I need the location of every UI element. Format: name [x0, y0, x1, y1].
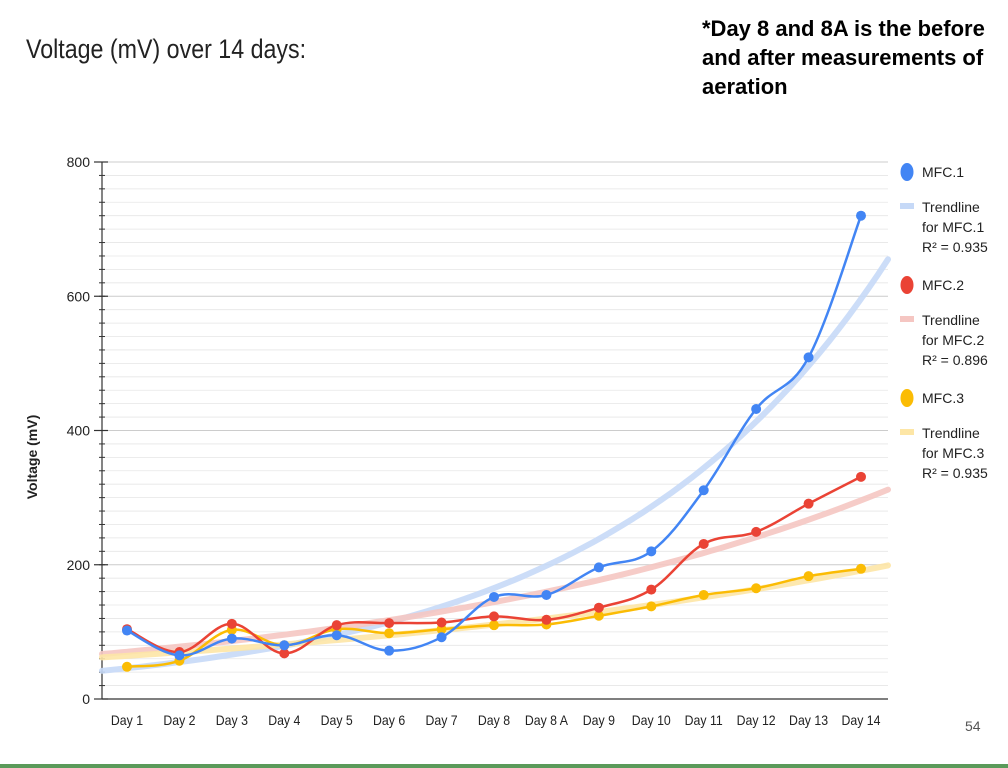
legend-trend-label: for MFC.1: [922, 219, 984, 235]
trendline: [99, 256, 891, 674]
data-point: [122, 661, 132, 672]
legend-trend-label: Trendline: [922, 199, 980, 215]
legend-trend-swatch: [900, 429, 914, 435]
x-tick-label: Day 1: [111, 712, 143, 728]
x-tick-label: Day 6: [373, 712, 405, 728]
data-point: [436, 632, 447, 643]
x-tick-label: Day 12: [737, 712, 776, 728]
bottom-accent-bar: [0, 764, 1008, 768]
data-point: [384, 628, 395, 639]
y-axis-label: Voltage (mV): [24, 415, 40, 500]
axes: 0 200 400 600 800 Day 1 Day 2 Day 3 Day 4 Day 5 Da…: [67, 154, 888, 728]
data-point: [226, 618, 237, 629]
legend-marker: [900, 163, 914, 181]
data-point: [174, 650, 185, 661]
y-tick-label: 800: [67, 154, 91, 170]
legend-marker: [900, 389, 914, 407]
x-tick-label: Day 8 A: [525, 712, 568, 728]
legend-trend-label: R² = 0.935: [922, 465, 988, 481]
legend-label: MFC.1: [922, 164, 964, 180]
legend-trend-label: R² = 0.935: [922, 239, 988, 255]
data-point: [593, 610, 604, 621]
trendlines: [99, 256, 891, 674]
x-tick-label: Day 10: [632, 712, 671, 728]
page-number: 54: [965, 718, 981, 734]
legend-trend-swatch: [900, 316, 914, 322]
x-tick-label: Day 4: [268, 712, 300, 728]
data-point: [856, 210, 866, 221]
x-tick-label: Day 2: [163, 712, 195, 728]
data-point: [646, 584, 657, 595]
y-tick-label: 400: [67, 423, 91, 439]
y-tick-label: 600: [67, 288, 91, 304]
x-tick-label: Day 5: [321, 712, 353, 728]
legend-trend-label: R² = 0.896: [922, 352, 988, 368]
data-point: [279, 640, 290, 651]
legend-trend-label: for MFC.2: [922, 332, 984, 348]
data-point: [489, 611, 499, 622]
data-point: [751, 404, 762, 415]
y-tick-label: 200: [67, 557, 91, 573]
data-point: [751, 526, 762, 537]
data-point: [646, 546, 657, 557]
x-tick-label: Day 7: [425, 712, 457, 728]
legend-trend-label: Trendline: [922, 312, 980, 328]
data-point: [646, 601, 657, 612]
data-point: [331, 630, 342, 641]
data-point: [489, 591, 499, 602]
x-tick-label: Day 11: [685, 712, 723, 728]
data-point: [751, 583, 762, 594]
data-point: [593, 602, 604, 613]
data-point: [856, 563, 866, 574]
grid: [102, 161, 888, 686]
legend-trend-label: for MFC.3: [922, 445, 984, 461]
data-point: [489, 620, 499, 631]
x-tick-label: Day 14: [841, 712, 880, 728]
data-point: [698, 485, 709, 496]
legend-trend-swatch: [900, 203, 914, 209]
legend-trend-label: Trendline: [922, 425, 980, 441]
data-point: [593, 562, 604, 573]
data-point: [698, 589, 709, 600]
aeration-note: *Day 8 and 8A is the before and after me…: [702, 16, 985, 99]
x-tick-label: Day 9: [583, 712, 615, 728]
data-points: [122, 210, 866, 672]
y-tick-label: 0: [82, 691, 90, 707]
x-tick-label: Day 8: [478, 712, 510, 728]
data-point: [803, 571, 814, 582]
legend-label: MFC.2: [922, 277, 964, 293]
slide-title: Voltage (mV) over 14 days:: [26, 34, 307, 64]
data-point: [226, 633, 237, 644]
x-tick-label: Day 13: [789, 712, 828, 728]
data-point: [541, 589, 552, 600]
data-point: [541, 614, 552, 625]
data-point: [856, 471, 866, 482]
data-point: [698, 538, 709, 549]
data-point: [279, 648, 290, 659]
data-point: [436, 617, 447, 628]
series-line: [126, 215, 863, 657]
data-point: [803, 498, 814, 509]
data-point: [803, 352, 814, 363]
data-point: [331, 620, 342, 631]
legend-label: MFC.3: [922, 390, 964, 406]
x-tick-label: Day 3: [216, 712, 248, 728]
legend: MFC.1 Trendline for MFC.1 R² = 0.935 MFC.2 Tr…: [900, 163, 988, 481]
data-point: [384, 645, 395, 656]
data-point: [384, 618, 395, 629]
legend-marker: [900, 276, 914, 294]
data-point: [122, 625, 132, 636]
